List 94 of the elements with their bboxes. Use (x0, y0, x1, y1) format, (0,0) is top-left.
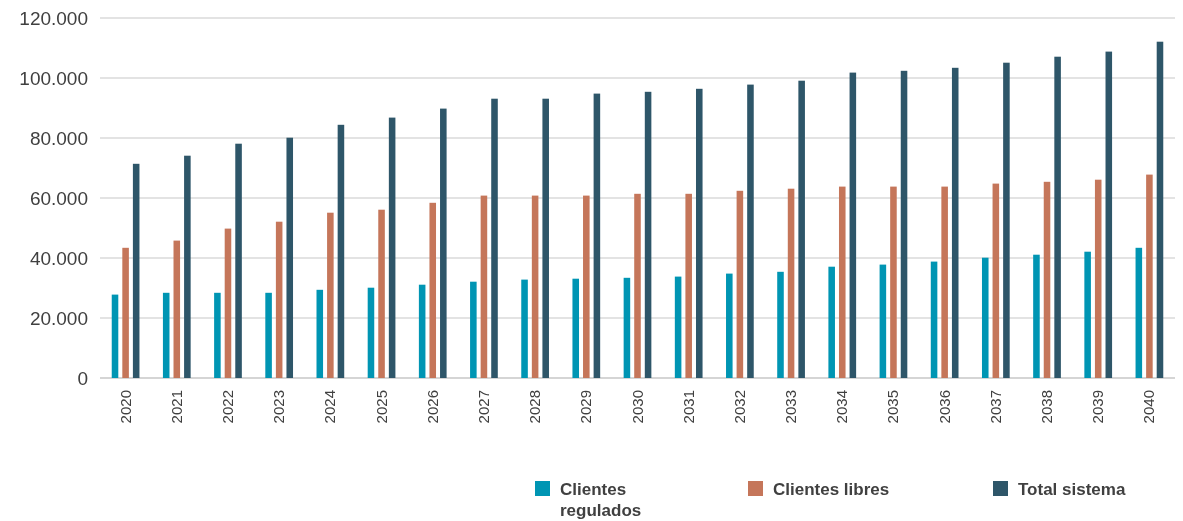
x-tick-label: 2034 (833, 390, 851, 424)
x-tick-label: 2029 (577, 390, 595, 424)
bar (521, 279, 528, 378)
bar (890, 186, 897, 378)
bar (1105, 51, 1113, 378)
bar (440, 108, 447, 378)
bar (981, 257, 989, 378)
x-tick-label: 2025 (372, 390, 390, 424)
bar (726, 273, 733, 378)
bar (184, 155, 191, 378)
x-tick-label: 2037 (986, 390, 1004, 424)
bar (685, 193, 692, 378)
bar (674, 276, 682, 378)
x-tick-label: 2022 (218, 390, 236, 424)
legend-label: Total sistema (1018, 480, 1126, 499)
bar (275, 221, 283, 378)
bar (695, 88, 703, 378)
bar (828, 266, 835, 378)
bar (111, 294, 119, 378)
x-tick-label: 2039 (1089, 390, 1107, 424)
bar (173, 240, 181, 378)
x-tick-label: 2027 (474, 390, 492, 424)
bar (429, 202, 437, 378)
bar (265, 292, 272, 378)
bar (1084, 251, 1091, 378)
x-tick-label: 2038 (1038, 390, 1056, 424)
bar (747, 84, 754, 378)
bar (930, 261, 938, 378)
bar (162, 292, 170, 378)
x-tick-label: 2024 (321, 390, 339, 424)
y-tick-label: 100.000 (19, 67, 88, 89)
bar (367, 287, 375, 378)
bar (327, 212, 334, 378)
bar (572, 278, 580, 378)
bar (542, 98, 549, 378)
x-tick-label: 2030 (628, 390, 646, 424)
x-tick-label: 2036 (935, 390, 953, 424)
x-tick-label: 2040 (1140, 390, 1158, 424)
bar (378, 209, 385, 378)
bar (480, 195, 488, 378)
bar (491, 98, 498, 378)
bar (644, 91, 652, 378)
y-tick-label: 120.000 (19, 7, 88, 29)
legend-label: Clientes regulados (560, 480, 642, 520)
x-tick-label: 2031 (679, 390, 697, 424)
bar (736, 190, 744, 378)
x-tick-label: 2020 (116, 390, 134, 424)
y-tick-label: 40.000 (29, 247, 88, 269)
x-tick-label: 2035 (884, 390, 902, 424)
bar (235, 143, 242, 378)
bar (1146, 174, 1153, 378)
bar (224, 228, 232, 378)
bar (531, 195, 539, 378)
bar (798, 80, 805, 378)
bar (1043, 181, 1051, 378)
legend-label: Clientes libres (773, 480, 890, 499)
bar (122, 247, 129, 378)
x-tick-label: 2028 (526, 390, 544, 424)
bar (132, 163, 140, 378)
bar (316, 289, 324, 378)
y-tick-label: 20.000 (29, 307, 88, 329)
bar (838, 186, 846, 378)
bar (583, 195, 590, 378)
bar (388, 117, 396, 378)
bar (337, 124, 345, 378)
bar (879, 264, 887, 378)
y-tick-label: 60.000 (29, 187, 88, 209)
x-tick-label: 2023 (270, 390, 288, 424)
bar (634, 193, 641, 378)
bar (900, 70, 908, 378)
y-tick-label: 0 (77, 367, 88, 389)
x-tick-label: 2021 (167, 390, 185, 424)
bar (777, 271, 784, 378)
bar (418, 284, 426, 378)
bar (1094, 179, 1102, 378)
bar (1135, 247, 1143, 378)
x-tick-label: 2026 (423, 390, 441, 424)
bar (286, 137, 294, 378)
bar (1033, 254, 1040, 378)
bar (1003, 62, 1010, 378)
bar (470, 281, 477, 378)
bar (623, 277, 631, 378)
bar (941, 186, 948, 378)
bar (593, 93, 601, 378)
bar (1156, 41, 1164, 378)
bar (951, 67, 959, 378)
x-tick-label: 2032 (730, 390, 748, 424)
bar (849, 72, 857, 378)
x-tick-label: 2033 (782, 390, 800, 424)
bar (1054, 56, 1061, 378)
bar (787, 188, 795, 378)
bar (214, 292, 221, 378)
bar (992, 183, 1000, 378)
y-tick-label: 80.000 (29, 127, 88, 149)
